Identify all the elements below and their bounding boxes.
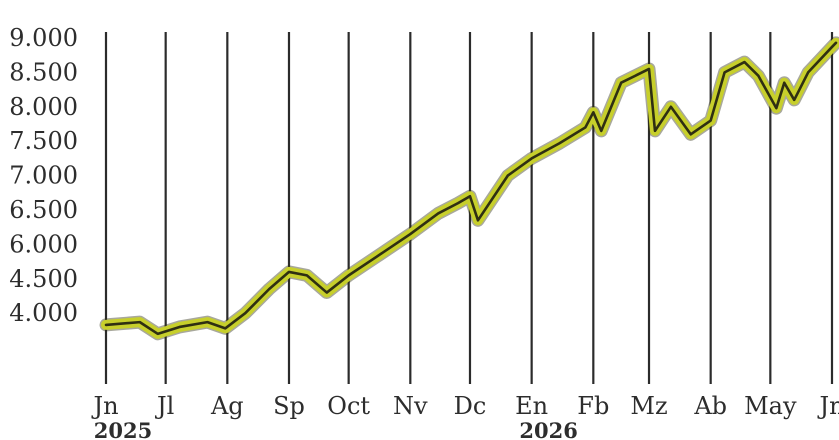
y-tick-label: 7.500	[9, 127, 78, 155]
x-tick-label: Oct	[327, 392, 370, 420]
y-tick-label: 6.500	[9, 196, 78, 224]
series-layer	[99, 36, 839, 341]
x-tick-label: En	[515, 392, 548, 420]
year-labels: 2025 2026	[94, 418, 578, 440]
y-tick-label: 8.000	[9, 93, 78, 121]
x-tick-label: Sp	[273, 392, 305, 420]
y-tick-label: 4.500	[9, 265, 78, 293]
y-axis-labels: 9.000 8.500 8.000 7.500 7.000 6.500 6.000 4.500…	[9, 24, 78, 327]
y-tick-label: 7.000	[9, 162, 78, 190]
x-tick-label: Jl	[154, 392, 174, 420]
x-axis-labels: Jn Jl Ag Sp Oct Nv Dc En Fb Mz Ab May Jn	[90, 392, 839, 420]
y-tick-label: 6.000	[9, 230, 78, 258]
x-tick-label: May	[744, 392, 797, 420]
y-tick-label: 4.000	[9, 299, 78, 327]
x-tick-label: Mz	[630, 392, 667, 420]
x-tick-label: Ab	[693, 392, 727, 420]
y-tick-label: 8.500	[9, 58, 78, 86]
x-tick-label: Nv	[393, 392, 428, 420]
x-tick-label: Jn	[816, 392, 839, 420]
year-label: 2025	[94, 418, 152, 440]
x-tick-label: Fb	[577, 392, 609, 420]
x-tick-label: Dc	[454, 392, 487, 420]
year-label: 2026	[519, 418, 577, 440]
x-tick-label: Jn	[90, 392, 118, 420]
series-line	[104, 41, 838, 336]
x-tick-label: Ag	[210, 392, 244, 420]
y-tick-label: 9.000	[9, 24, 78, 52]
